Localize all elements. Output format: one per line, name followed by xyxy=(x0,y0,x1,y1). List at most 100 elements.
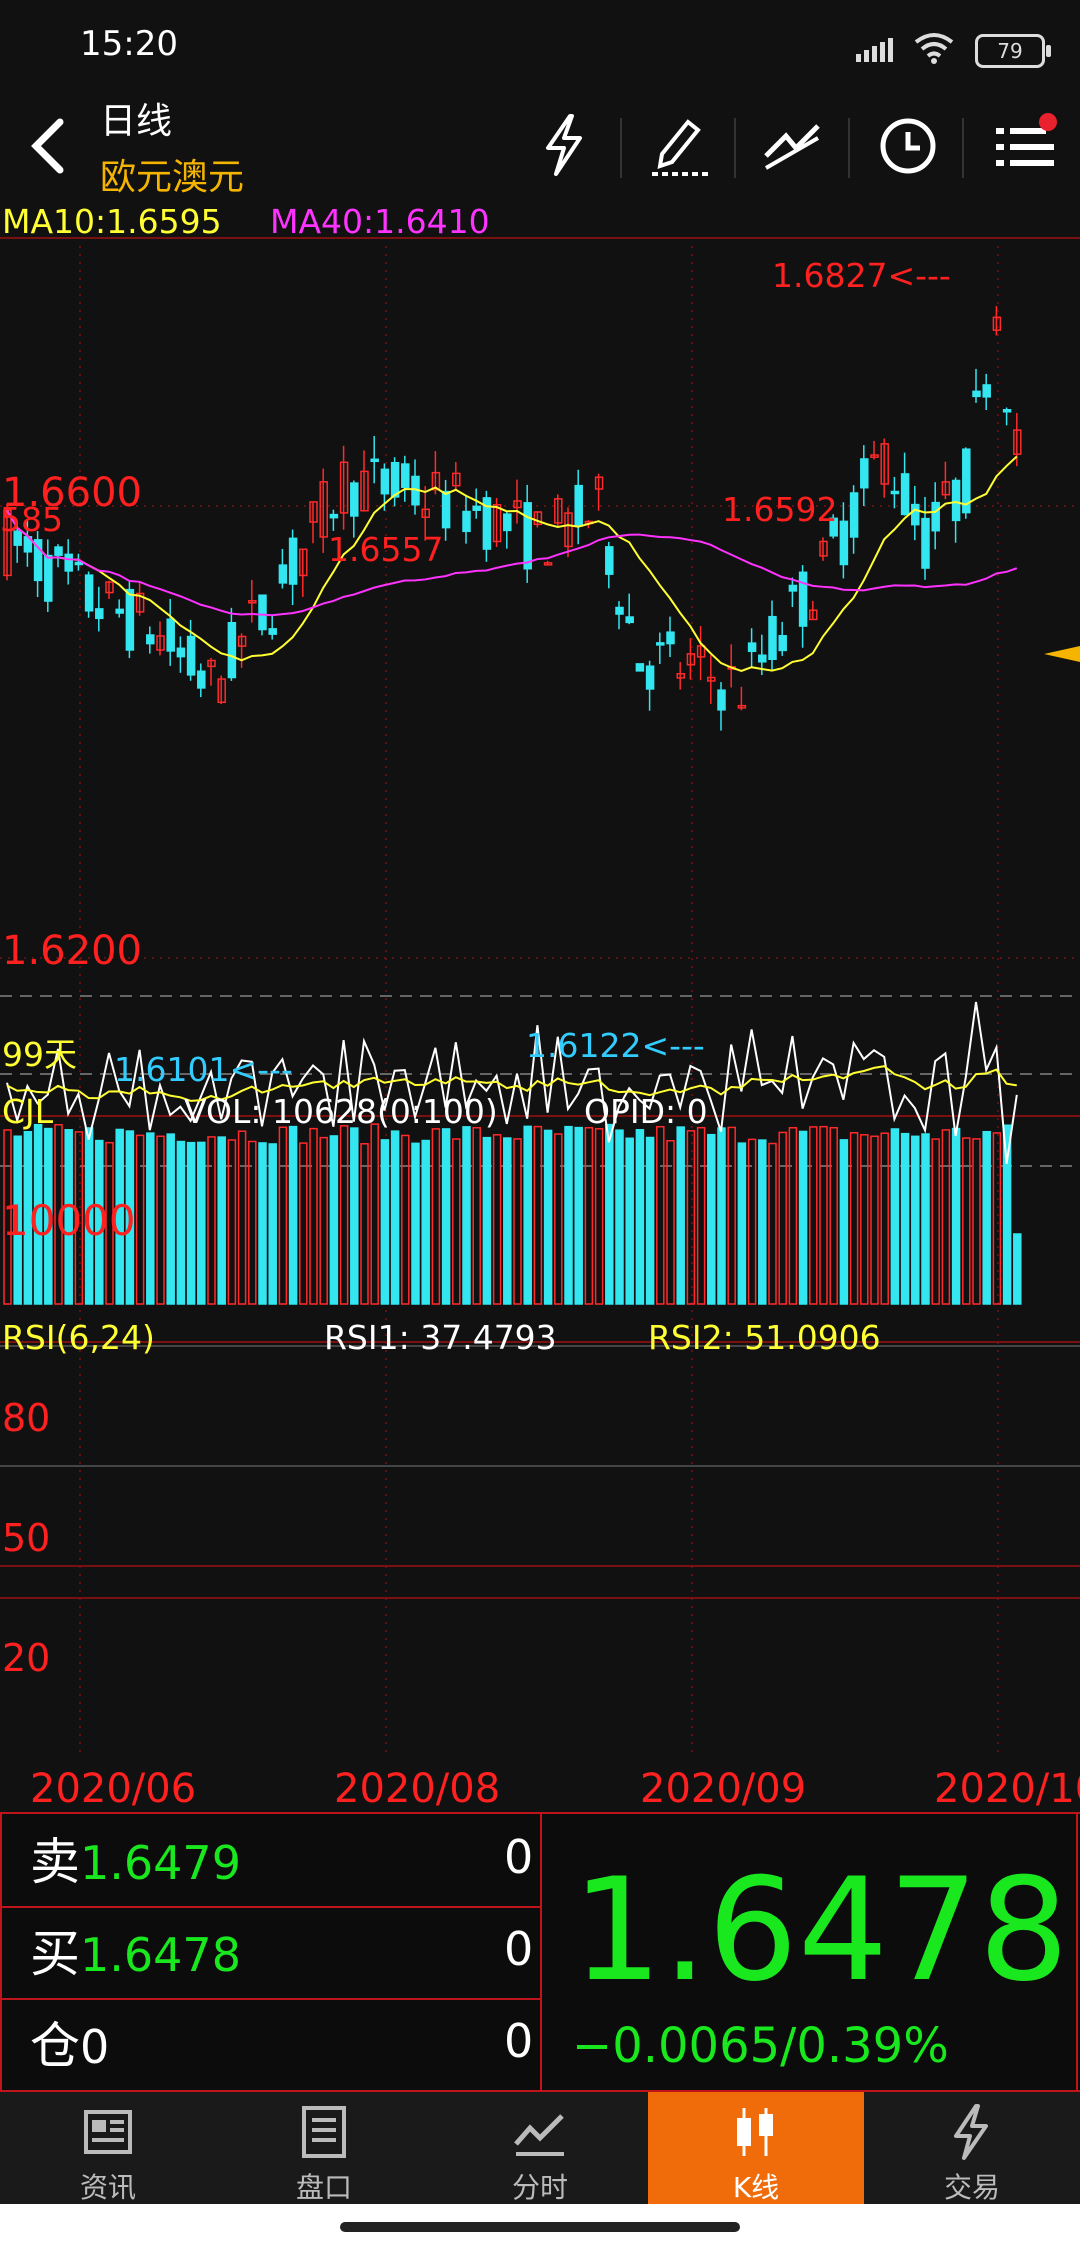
volume-bar xyxy=(921,1133,930,1305)
candle-body xyxy=(870,454,879,458)
volume-bar xyxy=(625,1137,634,1305)
rsi1-line xyxy=(6,1001,1018,1164)
header xyxy=(0,96,1080,206)
volume-bar xyxy=(717,1127,726,1305)
candle-body xyxy=(503,513,512,532)
candle-body xyxy=(360,470,369,512)
volume-panel-name: CJL xyxy=(2,1092,54,1131)
volume-axis-label: 10000 xyxy=(2,1196,136,1245)
volume-bar xyxy=(380,1139,390,1305)
volume-bar xyxy=(951,1127,961,1305)
candle-body xyxy=(717,689,726,711)
flash-button[interactable] xyxy=(534,110,594,180)
volume-bar xyxy=(288,1125,298,1305)
trendline-button[interactable] xyxy=(760,110,824,180)
kline-chart-panel[interactable] xyxy=(0,206,1080,1758)
volume-bar xyxy=(727,1126,736,1305)
divider xyxy=(1076,1812,1078,2092)
draw-button[interactable] xyxy=(648,110,712,180)
low-marker-label-2: 1.6122<--- xyxy=(526,1026,705,1065)
volume-bar xyxy=(207,1136,216,1305)
candle-body xyxy=(778,635,787,652)
volume-bar xyxy=(992,1132,1002,1305)
volume-bar xyxy=(513,1138,522,1305)
sell-label: 卖 xyxy=(30,1833,80,1891)
candle-body xyxy=(319,481,328,538)
candle-body xyxy=(380,468,390,495)
volume-bar xyxy=(3,1129,12,1305)
tab-label: 分时 xyxy=(511,2171,568,2204)
volume-bar xyxy=(554,1133,563,1305)
tab-timeshare[interactable]: 分时 xyxy=(432,2092,648,2204)
back-button[interactable] xyxy=(24,112,84,180)
toolbar-divider xyxy=(734,118,736,178)
candle-body xyxy=(645,665,655,690)
candle-body xyxy=(798,571,808,627)
volume-bar xyxy=(747,1138,757,1305)
kline-chart[interactable] xyxy=(0,206,1080,1758)
candle-body xyxy=(421,508,430,519)
candle-body xyxy=(146,634,155,645)
tab-orderbook[interactable]: 盘口 xyxy=(216,2092,432,2204)
volume-bar xyxy=(635,1129,645,1305)
volume-bar xyxy=(186,1141,196,1305)
candle-body xyxy=(900,473,910,516)
volume-bar xyxy=(84,1127,94,1305)
volume-bar xyxy=(870,1135,879,1305)
volume-bar xyxy=(13,1135,22,1305)
volume-bar xyxy=(135,1134,145,1305)
volume-bar xyxy=(156,1135,165,1305)
candle-body xyxy=(931,501,940,532)
date-axis-label: 2020/08 xyxy=(334,1766,501,1812)
candle-body xyxy=(227,621,237,679)
tab-trade[interactable]: 交易 xyxy=(864,2092,1080,2204)
candle-body xyxy=(268,628,277,635)
sell-qty: 0 xyxy=(504,1830,534,1884)
candle-body xyxy=(74,561,84,566)
candle-body xyxy=(839,520,849,566)
history-button[interactable] xyxy=(876,110,940,180)
candle-body xyxy=(554,498,563,524)
low-marker-label-1: 1.6101<--- xyxy=(114,1050,293,1089)
volume-bar xyxy=(176,1140,186,1305)
home-indicator[interactable] xyxy=(340,2222,740,2232)
volume-bar xyxy=(574,1126,583,1305)
volume-bar xyxy=(360,1143,369,1305)
candle-body xyxy=(237,635,247,647)
candle-body xyxy=(278,564,288,584)
candle-body xyxy=(64,553,73,572)
candle-body xyxy=(768,615,777,661)
date-axis-label: 2020/06 xyxy=(30,1766,197,1812)
candle-body xyxy=(951,479,961,522)
candle-body xyxy=(829,517,838,537)
volume-bar xyxy=(319,1136,328,1305)
candle-body xyxy=(686,653,696,666)
candle-body xyxy=(615,606,624,615)
candle-body xyxy=(329,513,339,519)
candle-body xyxy=(707,676,716,682)
candle-body xyxy=(13,530,22,546)
candle-body xyxy=(982,384,991,398)
volume-bar xyxy=(125,1130,135,1305)
volume-bar xyxy=(523,1125,532,1305)
candle-body xyxy=(574,484,583,527)
candle-body xyxy=(176,647,186,658)
volume-bar xyxy=(778,1131,787,1305)
volume-bar xyxy=(441,1128,451,1305)
candle-body xyxy=(166,618,175,652)
menu-button[interactable] xyxy=(990,110,1060,180)
candle-body xyxy=(462,510,471,533)
tab-news[interactable]: 资讯 xyxy=(0,2092,216,2204)
trade-icon xyxy=(954,2104,988,2160)
candle-body xyxy=(656,642,665,646)
volume-bar xyxy=(452,1138,461,1305)
candle-body xyxy=(207,659,216,668)
candle-body xyxy=(605,546,614,575)
volume-bar xyxy=(503,1137,512,1305)
candle-body xyxy=(370,458,379,463)
signal-icon xyxy=(856,36,900,68)
volume-bar xyxy=(860,1134,869,1305)
candle-body xyxy=(156,635,165,651)
volume-bar xyxy=(462,1126,471,1305)
tab-kline[interactable]: K线 xyxy=(648,2092,864,2204)
